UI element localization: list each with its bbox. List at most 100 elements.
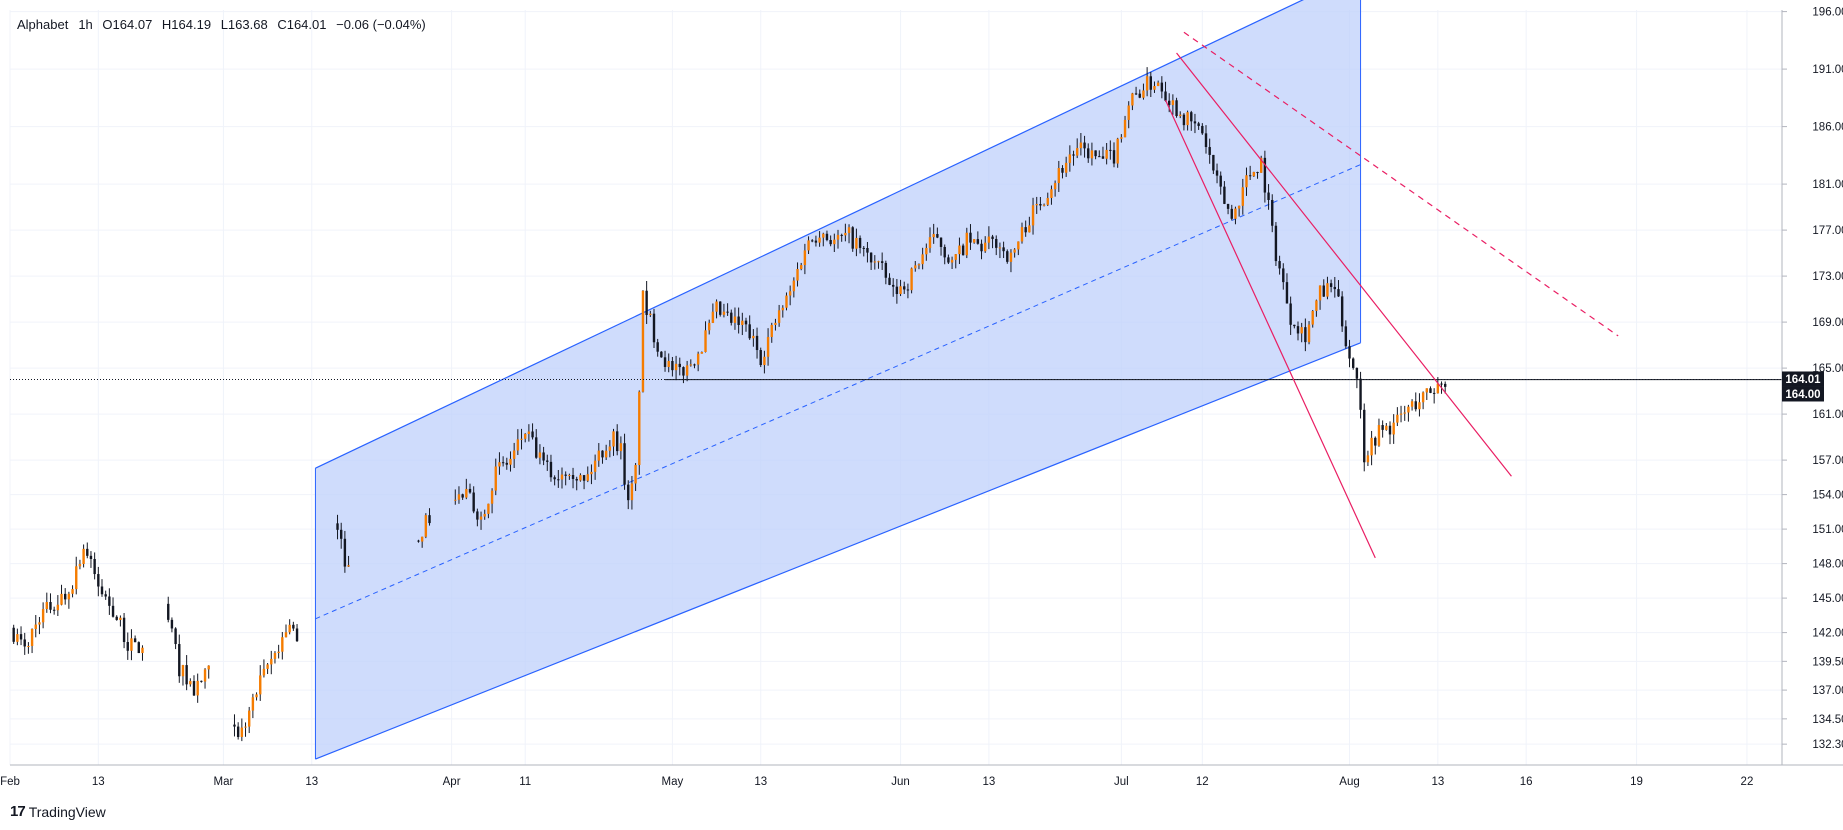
- candle-up: [1131, 93, 1134, 106]
- candle-down: [645, 290, 648, 315]
- candle-up: [608, 446, 612, 451]
- price-label-box: [1782, 386, 1824, 402]
- candle-down: [1322, 285, 1325, 297]
- candle-down: [542, 452, 545, 461]
- candle-up: [490, 490, 494, 504]
- y-tick-label: 134.50: [1812, 714, 1843, 726]
- trendline-solid: [1164, 99, 1376, 559]
- candle-down: [866, 248, 869, 253]
- legend-close: C164.01: [277, 17, 327, 32]
- drawings[interactable]: [10, 31, 1782, 559]
- candle-down: [903, 286, 906, 290]
- tradingview-branding[interactable]: 17 TradingView: [10, 803, 106, 820]
- candle-up: [619, 443, 623, 452]
- candle-up: [273, 653, 277, 659]
- candle-up: [1318, 285, 1322, 301]
- x-tick-label: 13: [754, 776, 767, 788]
- candle-down: [12, 627, 15, 642]
- candle-up: [928, 237, 932, 248]
- candle-up: [56, 604, 60, 611]
- candle-up: [457, 494, 461, 500]
- candle-up: [277, 651, 280, 654]
- candle-up: [741, 320, 744, 326]
- candle-up: [203, 669, 207, 682]
- candle-down: [1274, 225, 1278, 262]
- candle-up: [240, 727, 244, 737]
- candle-down: [1230, 208, 1233, 219]
- candle-down: [744, 320, 748, 325]
- candle-down: [1355, 367, 1359, 379]
- x-tick-label: 11: [519, 776, 531, 788]
- candle-up: [16, 634, 19, 642]
- candle-up: [130, 638, 133, 651]
- x-tick-label: 22: [1741, 776, 1754, 788]
- candle-up: [1407, 406, 1410, 413]
- y-tick-label: 139.50: [1812, 656, 1843, 668]
- candle-up: [877, 261, 880, 263]
- candle-up: [38, 622, 41, 625]
- candle-up: [538, 452, 542, 458]
- candle-down: [1024, 227, 1027, 233]
- candle-down: [476, 511, 479, 520]
- candles: [12, 67, 1447, 742]
- legend-symbol: Alphabet: [17, 17, 69, 32]
- candle-up: [1053, 183, 1057, 190]
- candle-down: [1359, 378, 1362, 410]
- candle-down: [1201, 125, 1204, 134]
- candle-down: [461, 494, 464, 498]
- candle-down: [417, 540, 420, 542]
- candle-down: [1348, 346, 1351, 359]
- candle-up: [972, 239, 976, 243]
- y-tick-label: 137.00: [1812, 685, 1843, 697]
- candle-up: [1436, 383, 1440, 394]
- candle-down: [1160, 82, 1164, 92]
- candle-down: [730, 312, 733, 323]
- candle-up: [1377, 425, 1381, 446]
- candle-down: [737, 316, 740, 326]
- candle-up: [597, 450, 600, 461]
- candle-down: [115, 616, 118, 620]
- candle-up: [1028, 225, 1031, 233]
- symbol-legend: Alphabet 1h O164.07 H164.19 L163.68 C164.…: [17, 17, 432, 32]
- candle-up: [630, 483, 634, 501]
- candle-down: [19, 634, 23, 640]
- candle-up: [75, 566, 78, 590]
- candle-down: [549, 461, 553, 478]
- candle-up: [560, 474, 564, 480]
- candle-down: [1182, 114, 1186, 126]
- candle-up: [914, 265, 917, 269]
- x-tick-label: 13: [982, 776, 995, 788]
- candle-down: [1219, 175, 1222, 187]
- candle-down: [991, 236, 994, 239]
- candle-up: [207, 665, 210, 670]
- candle-up: [1234, 208, 1237, 219]
- candle-up: [1142, 90, 1145, 98]
- candle-up: [1421, 392, 1425, 403]
- candle-down: [880, 261, 884, 263]
- candle-down: [1304, 327, 1307, 343]
- candle-up: [487, 503, 490, 514]
- candle-up: [1127, 105, 1130, 120]
- candle-up: [1064, 162, 1068, 173]
- candle-down: [888, 277, 891, 285]
- candle-down: [122, 617, 126, 643]
- candle-down: [1193, 121, 1197, 124]
- candle-down: [884, 262, 888, 278]
- candle-up: [954, 254, 957, 260]
- candle-down: [1175, 100, 1178, 117]
- candle-up: [524, 433, 527, 439]
- candle-up: [1145, 76, 1149, 91]
- candle-up: [958, 245, 961, 255]
- candle-up: [1171, 100, 1175, 106]
- candle-down: [1388, 425, 1392, 435]
- candle-up: [281, 637, 284, 652]
- candle-down: [1293, 324, 1296, 327]
- candle-down: [1087, 148, 1090, 159]
- candle-down: [292, 624, 295, 629]
- candle-down: [939, 237, 943, 247]
- candle-down: [1285, 282, 1289, 304]
- channel-lower-line: [315, 342, 1361, 760]
- y-tick-label: 173.00: [1812, 271, 1843, 283]
- candle-down: [557, 479, 560, 481]
